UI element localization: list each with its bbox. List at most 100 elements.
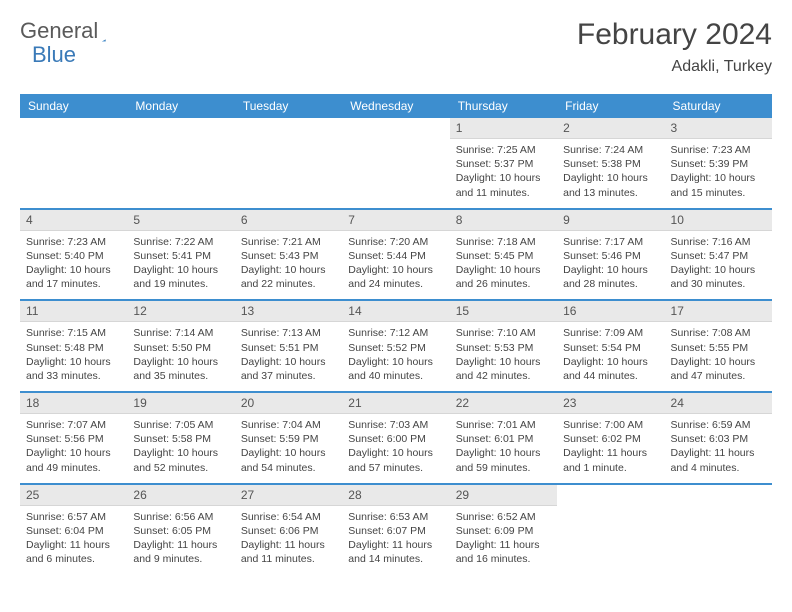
calendar-cell bbox=[235, 118, 342, 209]
sunrise-line: Sunrise: 7:13 AM bbox=[241, 326, 336, 340]
daylight-line: Daylight: 10 hours and 42 minutes. bbox=[456, 355, 551, 383]
sunrise-line: Sunrise: 7:01 AM bbox=[456, 418, 551, 432]
calendar-cell: 9Sunrise: 7:17 AMSunset: 5:46 PMDaylight… bbox=[557, 209, 664, 301]
day-number: 10 bbox=[665, 210, 772, 231]
day-details: Sunrise: 6:56 AMSunset: 6:05 PMDaylight:… bbox=[127, 506, 234, 575]
day-number: 6 bbox=[235, 210, 342, 231]
sunset-line: Sunset: 5:45 PM bbox=[456, 249, 551, 263]
location: Adakli, Turkey bbox=[577, 58, 772, 76]
calendar-cell: 27Sunrise: 6:54 AMSunset: 6:06 PMDayligh… bbox=[235, 484, 342, 575]
daylight-line: Daylight: 10 hours and 47 minutes. bbox=[671, 355, 766, 383]
day-number: 17 bbox=[665, 301, 772, 322]
page-header: General February 2024 Adakli, Turkey bbox=[20, 18, 772, 76]
day-number: 1 bbox=[450, 118, 557, 139]
sunset-line: Sunset: 5:54 PM bbox=[563, 341, 658, 355]
day-details: Sunrise: 7:13 AMSunset: 5:51 PMDaylight:… bbox=[235, 322, 342, 391]
day-details: Sunrise: 7:21 AMSunset: 5:43 PMDaylight:… bbox=[235, 231, 342, 300]
sunrise-line: Sunrise: 7:04 AM bbox=[241, 418, 336, 432]
daylight-line: Daylight: 11 hours and 6 minutes. bbox=[26, 538, 121, 566]
sunrise-line: Sunrise: 7:05 AM bbox=[133, 418, 228, 432]
col-sunday: Sunday bbox=[20, 94, 127, 118]
sunrise-line: Sunrise: 7:03 AM bbox=[348, 418, 443, 432]
calendar-cell: 5Sunrise: 7:22 AMSunset: 5:41 PMDaylight… bbox=[127, 209, 234, 301]
sunset-line: Sunset: 5:39 PM bbox=[671, 157, 766, 171]
day-details: Sunrise: 7:23 AMSunset: 5:39 PMDaylight:… bbox=[665, 139, 772, 208]
day-number: 12 bbox=[127, 301, 234, 322]
day-number: 13 bbox=[235, 301, 342, 322]
daylight-line: Daylight: 10 hours and 15 minutes. bbox=[671, 171, 766, 199]
day-details: Sunrise: 6:57 AMSunset: 6:04 PMDaylight:… bbox=[20, 506, 127, 575]
calendar-cell: 28Sunrise: 6:53 AMSunset: 6:07 PMDayligh… bbox=[342, 484, 449, 575]
day-details: Sunrise: 7:25 AMSunset: 5:37 PMDaylight:… bbox=[450, 139, 557, 208]
sunset-line: Sunset: 6:04 PM bbox=[26, 524, 121, 538]
day-details: Sunrise: 7:18 AMSunset: 5:45 PMDaylight:… bbox=[450, 231, 557, 300]
daylight-line: Daylight: 10 hours and 35 minutes. bbox=[133, 355, 228, 383]
daylight-line: Daylight: 11 hours and 11 minutes. bbox=[241, 538, 336, 566]
sunrise-line: Sunrise: 6:54 AM bbox=[241, 510, 336, 524]
day-number: 3 bbox=[665, 118, 772, 139]
sunrise-line: Sunrise: 6:57 AM bbox=[26, 510, 121, 524]
calendar-body: 1Sunrise: 7:25 AMSunset: 5:37 PMDaylight… bbox=[20, 118, 772, 574]
day-details: Sunrise: 7:05 AMSunset: 5:58 PMDaylight:… bbox=[127, 414, 234, 483]
daylight-line: Daylight: 10 hours and 22 minutes. bbox=[241, 263, 336, 291]
day-details: Sunrise: 7:14 AMSunset: 5:50 PMDaylight:… bbox=[127, 322, 234, 391]
day-details: Sunrise: 7:23 AMSunset: 5:40 PMDaylight:… bbox=[20, 231, 127, 300]
calendar-week: 18Sunrise: 7:07 AMSunset: 5:56 PMDayligh… bbox=[20, 392, 772, 484]
calendar-cell: 11Sunrise: 7:15 AMSunset: 5:48 PMDayligh… bbox=[20, 300, 127, 392]
day-details: Sunrise: 7:24 AMSunset: 5:38 PMDaylight:… bbox=[557, 139, 664, 208]
sunrise-line: Sunrise: 7:23 AM bbox=[26, 235, 121, 249]
sunrise-line: Sunrise: 7:12 AM bbox=[348, 326, 443, 340]
sunrise-line: Sunrise: 7:16 AM bbox=[671, 235, 766, 249]
day-details: Sunrise: 6:53 AMSunset: 6:07 PMDaylight:… bbox=[342, 506, 449, 575]
sunset-line: Sunset: 5:53 PM bbox=[456, 341, 551, 355]
sunrise-line: Sunrise: 7:17 AM bbox=[563, 235, 658, 249]
day-details: Sunrise: 7:12 AMSunset: 5:52 PMDaylight:… bbox=[342, 322, 449, 391]
calendar-week: 4Sunrise: 7:23 AMSunset: 5:40 PMDaylight… bbox=[20, 209, 772, 301]
calendar-cell bbox=[342, 118, 449, 209]
calendar-cell: 26Sunrise: 6:56 AMSunset: 6:05 PMDayligh… bbox=[127, 484, 234, 575]
daylight-line: Daylight: 11 hours and 16 minutes. bbox=[456, 538, 551, 566]
day-number: 7 bbox=[342, 210, 449, 231]
day-number: 25 bbox=[20, 485, 127, 506]
sunset-line: Sunset: 6:06 PM bbox=[241, 524, 336, 538]
calendar-cell: 21Sunrise: 7:03 AMSunset: 6:00 PMDayligh… bbox=[342, 392, 449, 484]
calendar-table: Sunday Monday Tuesday Wednesday Thursday… bbox=[20, 94, 772, 574]
day-details: Sunrise: 7:01 AMSunset: 6:01 PMDaylight:… bbox=[450, 414, 557, 483]
daylight-line: Daylight: 10 hours and 17 minutes. bbox=[26, 263, 121, 291]
daylight-line: Daylight: 10 hours and 59 minutes. bbox=[456, 446, 551, 474]
calendar-cell: 7Sunrise: 7:20 AMSunset: 5:44 PMDaylight… bbox=[342, 209, 449, 301]
sunset-line: Sunset: 5:48 PM bbox=[26, 341, 121, 355]
day-details: Sunrise: 6:54 AMSunset: 6:06 PMDaylight:… bbox=[235, 506, 342, 575]
daylight-line: Daylight: 10 hours and 24 minutes. bbox=[348, 263, 443, 291]
sunset-line: Sunset: 6:09 PM bbox=[456, 524, 551, 538]
day-details: Sunrise: 7:20 AMSunset: 5:44 PMDaylight:… bbox=[342, 231, 449, 300]
sunrise-line: Sunrise: 7:23 AM bbox=[671, 143, 766, 157]
daylight-line: Daylight: 10 hours and 37 minutes. bbox=[241, 355, 336, 383]
day-number: 2 bbox=[557, 118, 664, 139]
day-details: Sunrise: 6:52 AMSunset: 6:09 PMDaylight:… bbox=[450, 506, 557, 575]
calendar-cell: 8Sunrise: 7:18 AMSunset: 5:45 PMDaylight… bbox=[450, 209, 557, 301]
calendar-cell: 2Sunrise: 7:24 AMSunset: 5:38 PMDaylight… bbox=[557, 118, 664, 209]
sunrise-line: Sunrise: 7:18 AM bbox=[456, 235, 551, 249]
calendar-cell: 17Sunrise: 7:08 AMSunset: 5:55 PMDayligh… bbox=[665, 300, 772, 392]
day-details: Sunrise: 7:00 AMSunset: 6:02 PMDaylight:… bbox=[557, 414, 664, 483]
calendar-cell: 1Sunrise: 7:25 AMSunset: 5:37 PMDaylight… bbox=[450, 118, 557, 209]
calendar-cell: 16Sunrise: 7:09 AMSunset: 5:54 PMDayligh… bbox=[557, 300, 664, 392]
calendar-cell bbox=[20, 118, 127, 209]
sunrise-line: Sunrise: 7:09 AM bbox=[563, 326, 658, 340]
sunset-line: Sunset: 5:47 PM bbox=[671, 249, 766, 263]
calendar-cell: 4Sunrise: 7:23 AMSunset: 5:40 PMDaylight… bbox=[20, 209, 127, 301]
calendar-cell bbox=[665, 484, 772, 575]
day-number: 5 bbox=[127, 210, 234, 231]
col-friday: Friday bbox=[557, 94, 664, 118]
sunrise-line: Sunrise: 7:15 AM bbox=[26, 326, 121, 340]
calendar-cell: 22Sunrise: 7:01 AMSunset: 6:01 PMDayligh… bbox=[450, 392, 557, 484]
calendar-cell: 15Sunrise: 7:10 AMSunset: 5:53 PMDayligh… bbox=[450, 300, 557, 392]
day-details: Sunrise: 7:08 AMSunset: 5:55 PMDaylight:… bbox=[665, 322, 772, 391]
sunrise-line: Sunrise: 6:56 AM bbox=[133, 510, 228, 524]
sunset-line: Sunset: 5:38 PM bbox=[563, 157, 658, 171]
day-number: 27 bbox=[235, 485, 342, 506]
day-number: 19 bbox=[127, 393, 234, 414]
col-monday: Monday bbox=[127, 94, 234, 118]
daylight-line: Daylight: 10 hours and 19 minutes. bbox=[133, 263, 228, 291]
